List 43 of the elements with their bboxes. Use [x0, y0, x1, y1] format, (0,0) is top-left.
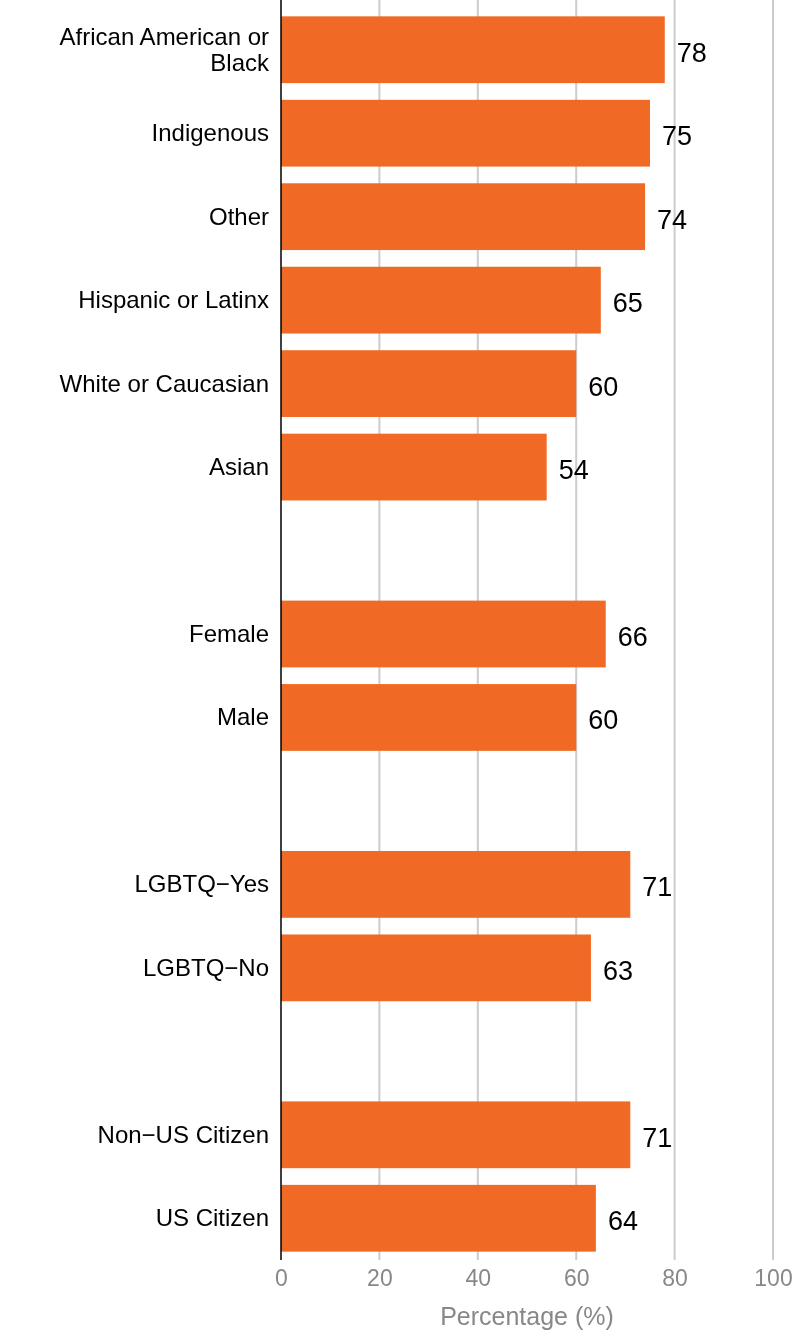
x-tick-label: 0: [275, 1265, 288, 1292]
data-label: 71: [642, 872, 673, 903]
bar: [281, 600, 606, 668]
bar: [281, 1184, 596, 1252]
y-tick-label: US Citizen: [155, 1204, 269, 1232]
bar: [281, 16, 665, 84]
data-label: 60: [588, 705, 619, 736]
y-tick-label: Other: [208, 202, 269, 230]
data-label: 78: [676, 37, 707, 68]
data-label: 65: [612, 288, 643, 319]
y-tick-label: Female: [188, 620, 269, 647]
y-tick-label: LGBTQ−Yes: [134, 870, 269, 898]
y-tick-label: Non−US Citizen: [97, 1120, 269, 1148]
x-tick-label: 40: [465, 1265, 492, 1292]
y-tick-label: Indigenous: [151, 119, 269, 147]
y-tick-label: Asian: [208, 453, 269, 481]
bar: [281, 99, 650, 167]
y-tick-label: White or Caucasian: [59, 369, 269, 397]
bar: [281, 684, 577, 751]
bar: [281, 433, 547, 501]
y-tick-label: African American or Black: [59, 22, 270, 76]
x-tick-label: 60: [563, 1265, 590, 1292]
bar: [281, 183, 646, 251]
data-label: 54: [558, 455, 589, 486]
data-label: 75: [662, 121, 693, 152]
y-tick-label: LGBTQ−No: [142, 953, 269, 981]
bar: [281, 934, 591, 1002]
x-axis-title: Percentage (%): [440, 1302, 614, 1330]
x-tick-label: 100: [754, 1265, 793, 1292]
x-tick-label: 20: [367, 1265, 393, 1292]
y-tick-label: Hispanic or Latinx: [78, 286, 269, 314]
bar: [281, 350, 577, 417]
data-label: 63: [602, 955, 634, 986]
data-label: 71: [642, 1122, 673, 1153]
bar: [281, 266, 601, 334]
x-tick-label: 80: [662, 1265, 688, 1292]
y-tick-label: Male: [216, 703, 269, 731]
bar: [281, 1101, 631, 1169]
data-label: 74: [657, 204, 688, 235]
data-label: 66: [617, 622, 648, 652]
data-label: 60: [588, 371, 619, 402]
bar: [281, 851, 631, 918]
data-label: 64: [607, 1206, 638, 1237]
